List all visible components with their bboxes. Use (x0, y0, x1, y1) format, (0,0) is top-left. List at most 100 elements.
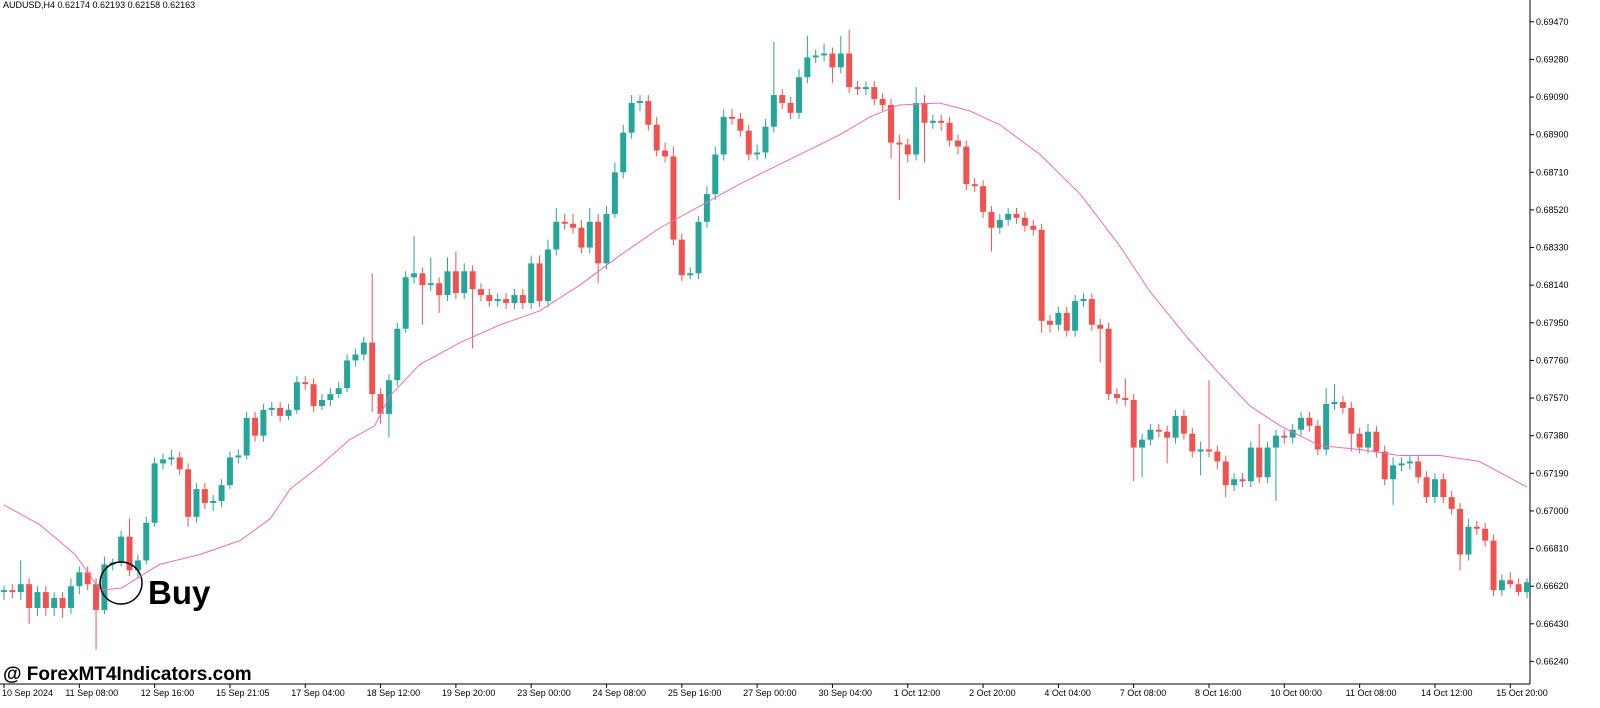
candle-body (1097, 324, 1104, 329)
candle-body (1423, 477, 1430, 498)
candle-body (745, 130, 752, 155)
candle-body (762, 126, 769, 153)
candle-body (1013, 213, 1020, 218)
candle-body (971, 184, 978, 187)
candle-body (904, 144, 911, 155)
candle-body (812, 55, 819, 58)
candle-body (369, 342, 376, 395)
candle-body (327, 394, 334, 401)
candle-body (1289, 429, 1296, 438)
x-tick-label: 2 Oct 20:00 (969, 688, 1016, 698)
candle-body (411, 273, 418, 278)
candle-body (519, 295, 526, 303)
candle-body (1113, 394, 1120, 399)
candle-body (1080, 299, 1087, 302)
y-tick-label: 0.67190 (1536, 468, 1569, 478)
moving-average (3, 102, 1528, 591)
candle-body (1264, 447, 1271, 478)
candle-body (561, 221, 568, 224)
candle-body (1105, 328, 1112, 395)
candle-body (1147, 429, 1154, 440)
x-tick-label: 12 Sep 16:00 (141, 688, 195, 698)
candle-body (1063, 312, 1070, 331)
candle-body (352, 354, 359, 361)
candle-body (586, 221, 593, 248)
candle-body (829, 53, 836, 68)
candle-body (436, 283, 443, 296)
candle-body (452, 271, 459, 294)
candle-body (1398, 463, 1405, 466)
candle-body (118, 536, 125, 563)
candle-body (1180, 415, 1187, 434)
candle-body (1314, 425, 1321, 450)
candle-body (201, 489, 208, 503)
candle-body (1172, 415, 1179, 438)
candle-body (1406, 461, 1413, 464)
candle-body (277, 407, 284, 416)
candle-body (670, 156, 677, 240)
candle-body (1373, 431, 1380, 452)
candle-body (1524, 582, 1530, 593)
candle-body (712, 154, 719, 195)
candle-body (285, 409, 292, 416)
x-tick-label: 27 Sep 00:00 (743, 688, 797, 698)
candle-body (929, 120, 936, 123)
candle-body (1415, 461, 1422, 478)
candle-body (42, 592, 49, 608)
y-tick-label: 0.66240 (1536, 656, 1569, 666)
candle-body (854, 87, 861, 90)
candle-body (888, 104, 895, 143)
x-tick-label: 17 Sep 04:00 (291, 688, 345, 698)
candle-body (26, 584, 33, 608)
candle-body (1381, 451, 1388, 480)
x-tick-label: 30 Sep 04:00 (818, 688, 872, 698)
candle-body (980, 186, 987, 212)
candle-body (84, 572, 91, 585)
buy-label: Buy (148, 574, 211, 611)
candle-body (143, 522, 150, 561)
candle-body (419, 273, 426, 286)
candle-body (611, 172, 618, 214)
y-tick-label: 0.66620 (1536, 581, 1569, 591)
candle-body (1005, 213, 1012, 220)
candle-body (528, 263, 535, 303)
candle-body (862, 87, 869, 90)
candle-body (394, 328, 401, 381)
candle-body (595, 221, 602, 264)
candle-body (846, 53, 853, 88)
candle-body (578, 227, 585, 248)
candle-body (837, 53, 844, 68)
candle-body (168, 457, 175, 460)
candle-body (494, 299, 501, 302)
y-tick-label: 0.67950 (1536, 318, 1569, 328)
candle-body (293, 382, 300, 410)
candle-body (636, 100, 643, 103)
candle-body (427, 283, 434, 286)
candle-body (871, 87, 878, 100)
candle-body (570, 223, 577, 228)
candle-body (1440, 479, 1447, 498)
candle-body (879, 99, 886, 105)
candle-body (302, 382, 309, 385)
candle-body (1490, 540, 1497, 591)
candle-body (1072, 301, 1079, 331)
candle-body (938, 120, 945, 123)
candle-body (134, 560, 141, 571)
candle-body (1, 590, 7, 593)
candle-body (9, 590, 16, 593)
candle-body (486, 295, 493, 302)
candle-body (477, 289, 484, 296)
x-tick-label: 11 Sep 08:00 (65, 688, 118, 698)
candle-body (645, 100, 652, 125)
candle-body (1164, 431, 1171, 438)
candle-body (51, 598, 58, 608)
x-tick-label: 1 Oct 12:00 (894, 688, 941, 698)
candle-body (126, 536, 133, 571)
candle-body (1482, 528, 1489, 541)
candle-body (402, 277, 409, 329)
y-tick-label: 0.69280 (1536, 54, 1569, 64)
x-tick-label: 18 Sep 12:00 (367, 688, 421, 698)
y-tick-label: 0.68330 (1536, 243, 1569, 253)
